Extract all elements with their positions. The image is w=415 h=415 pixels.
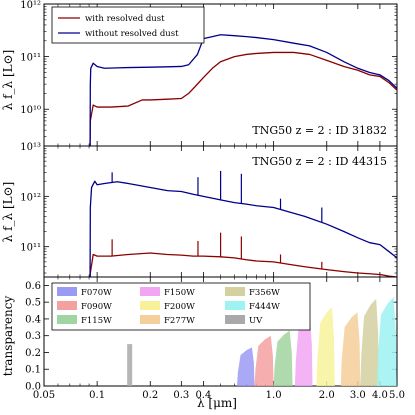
y-tick-label: 0.6 bbox=[25, 281, 41, 292]
legend-swatch-F150W bbox=[140, 287, 160, 296]
filter-curve-F070W bbox=[236, 347, 255, 386]
x-tick-label: 0.1 bbox=[89, 390, 105, 401]
bottom-panel: 0.0 0.1 0.2 0.3 0.4 0.5 0.6 0.05 0.1 0.2 0.3 0.4 1.0… bbox=[25, 276, 405, 401]
legend-swatch-F070W bbox=[57, 287, 77, 296]
filter-legend: F070W F090W F115W F150W F200W F277W F356… bbox=[51, 282, 311, 331]
y-tick-label: 10¹¹ bbox=[20, 53, 41, 64]
x-tick-label: 5.0 bbox=[389, 390, 405, 401]
x-tick-label: 3.0 bbox=[350, 390, 366, 401]
bottom-xlabel: λ [μm] bbox=[197, 396, 237, 410]
top-series-group bbox=[89, 34, 397, 146]
legend-label-F356W: F356W bbox=[249, 288, 280, 298]
x-tick-label: 0.4 bbox=[195, 390, 211, 401]
y-tick-label: 10¹⁰ bbox=[20, 105, 41, 116]
mid-line-with-resolved-dust bbox=[89, 252, 397, 277]
legend-label-F200W: F200W bbox=[164, 302, 195, 312]
y-tick-label: 10¹² bbox=[20, 0, 41, 11]
top-annotation: TNG50 z = 2 : ID 31832 bbox=[252, 124, 387, 137]
mid-series-group bbox=[89, 170, 397, 277]
middle-ylabel: λ f_λ [L⊙] bbox=[1, 182, 15, 243]
mid-line-without-resolved-dust bbox=[89, 180, 397, 277]
legend-label-without-dust: without resolved dust bbox=[85, 29, 179, 39]
legend-label-F115W: F115W bbox=[81, 316, 112, 326]
filter-curve-F115W bbox=[273, 330, 293, 386]
top-ylabel: λ f_λ [L⊙] bbox=[1, 50, 15, 111]
filter-curve-UV bbox=[127, 344, 133, 386]
legend-swatch-F115W bbox=[57, 315, 77, 324]
filter-curve-F200W bbox=[316, 307, 335, 386]
x-tick-label: 1.0 bbox=[266, 390, 282, 401]
legend-label-F444W: F444W bbox=[249, 302, 280, 312]
top-line-without-resolved-dust bbox=[89, 34, 397, 146]
top-legend-box bbox=[51, 6, 205, 44]
top-legend: with resolved dust without resolved dust bbox=[51, 6, 205, 44]
y-tick-label: 10¹¹ bbox=[20, 243, 41, 254]
legend-swatch-F090W bbox=[57, 301, 77, 310]
bottom-ylabel: transparency bbox=[1, 296, 15, 377]
y-tick-label: 10¹² bbox=[20, 192, 41, 203]
filter-curve-F444W bbox=[376, 297, 397, 386]
y-tick-label: 0.0 bbox=[25, 382, 41, 393]
filter-curve-F277W bbox=[340, 312, 361, 386]
filter-curve-F150W bbox=[294, 315, 313, 386]
legend-label-F070W: F070W bbox=[81, 288, 112, 298]
y-tick-label: 0.5 bbox=[25, 298, 41, 309]
x-tick-label: 2.0 bbox=[319, 390, 335, 401]
legend-swatch-F200W bbox=[140, 301, 160, 310]
y-tick-label: 10¹³ bbox=[20, 142, 41, 153]
y-tick-label: 0.2 bbox=[25, 348, 41, 359]
filter-curve-F090W bbox=[254, 335, 274, 386]
legend-swatch-F356W bbox=[225, 287, 245, 296]
legend-swatch-F444W bbox=[225, 301, 245, 310]
legend-swatch-F277W bbox=[140, 315, 160, 324]
legend-label-with-dust: with resolved dust bbox=[85, 14, 165, 24]
middle-annotation: TNG50 z = 2 : ID 44315 bbox=[252, 155, 387, 168]
legend-label-F277W: F277W bbox=[164, 316, 195, 326]
legend-label-F090W: F090W bbox=[81, 302, 112, 312]
x-tick-label: 0.2 bbox=[142, 390, 158, 401]
y-tick-label: 0.4 bbox=[25, 314, 41, 325]
y-tick-label: 0.1 bbox=[25, 365, 41, 376]
legend-label-UV: UV bbox=[249, 316, 263, 326]
filter-legend-box bbox=[51, 282, 311, 331]
legend-swatch-UV bbox=[225, 315, 245, 324]
filter-curve-F356W bbox=[360, 298, 379, 386]
y-tick-label: 0.3 bbox=[25, 331, 41, 342]
legend-label-F150W: F150W bbox=[164, 288, 195, 298]
x-tick-label: 4.0 bbox=[372, 390, 388, 401]
x-tick-label: 0.3 bbox=[173, 390, 189, 401]
x-tick-label: 0.05 bbox=[33, 390, 55, 401]
top-line-with-resolved-dust bbox=[89, 51, 397, 146]
